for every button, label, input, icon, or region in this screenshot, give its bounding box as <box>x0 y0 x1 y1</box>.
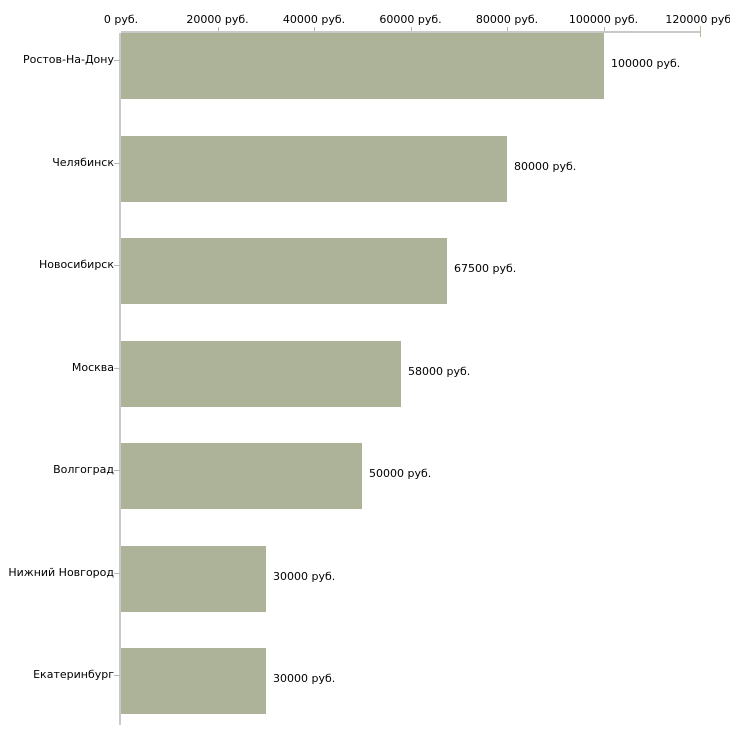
x-axis-tick <box>314 27 315 31</box>
x-axis-tick-label: 80000 руб. <box>475 13 539 26</box>
category-label: Новосибирск <box>38 258 114 271</box>
category-tick-dash <box>114 572 120 574</box>
bar-value-label: 30000 руб. <box>273 569 336 583</box>
bar <box>121 135 507 202</box>
x-axis-tick <box>604 27 605 31</box>
bar <box>121 648 266 714</box>
category-tick-dash <box>114 367 120 369</box>
category-tick-dash <box>114 162 120 164</box>
category-tick-dash <box>114 265 120 266</box>
category-tick-dash <box>114 675 120 676</box>
bar-value-label: 50000 руб. <box>369 467 432 480</box>
y-axis-line <box>119 33 121 725</box>
bar-value-label: 30000 руб. <box>273 672 336 685</box>
x-axis-line <box>121 31 700 33</box>
bar-value-label: 80000 руб. <box>514 159 577 173</box>
category-label: Волгоград <box>53 463 114 476</box>
x-axis-tick-label: 100000 руб. <box>568 13 639 26</box>
bar-value-label: 100000 руб. <box>611 57 681 70</box>
category-label: Екатеринбург <box>33 668 114 681</box>
bar <box>121 443 362 509</box>
bar <box>121 340 401 407</box>
category-label: Москва <box>71 360 114 374</box>
category-tick-dash <box>114 470 120 471</box>
bar-value-label: 58000 руб. <box>408 364 471 378</box>
x-axis-tick-label: 60000 руб. <box>379 13 442 26</box>
category-tick-dash <box>114 60 120 61</box>
x-axis-tick-label: 40000 руб. <box>282 13 346 26</box>
bar <box>121 33 604 99</box>
bar <box>121 238 447 304</box>
bar <box>121 545 266 612</box>
x-axis-tick-label: 20000 руб. <box>186 13 249 26</box>
x-axis-tick <box>411 27 412 31</box>
x-axis-tick <box>507 27 508 31</box>
x-axis-tick <box>700 26 701 37</box>
category-label: Челябинск <box>52 155 114 169</box>
category-label: Ростов-На-Дону <box>22 53 114 66</box>
category-label: Нижний Новгород <box>8 565 114 579</box>
bar-value-label: 67500 руб. <box>454 262 517 275</box>
x-axis-tick-label: 120000 руб. <box>665 13 730 26</box>
x-axis-tick-label: 0 руб. <box>103 13 139 26</box>
x-axis-tick <box>218 27 219 31</box>
